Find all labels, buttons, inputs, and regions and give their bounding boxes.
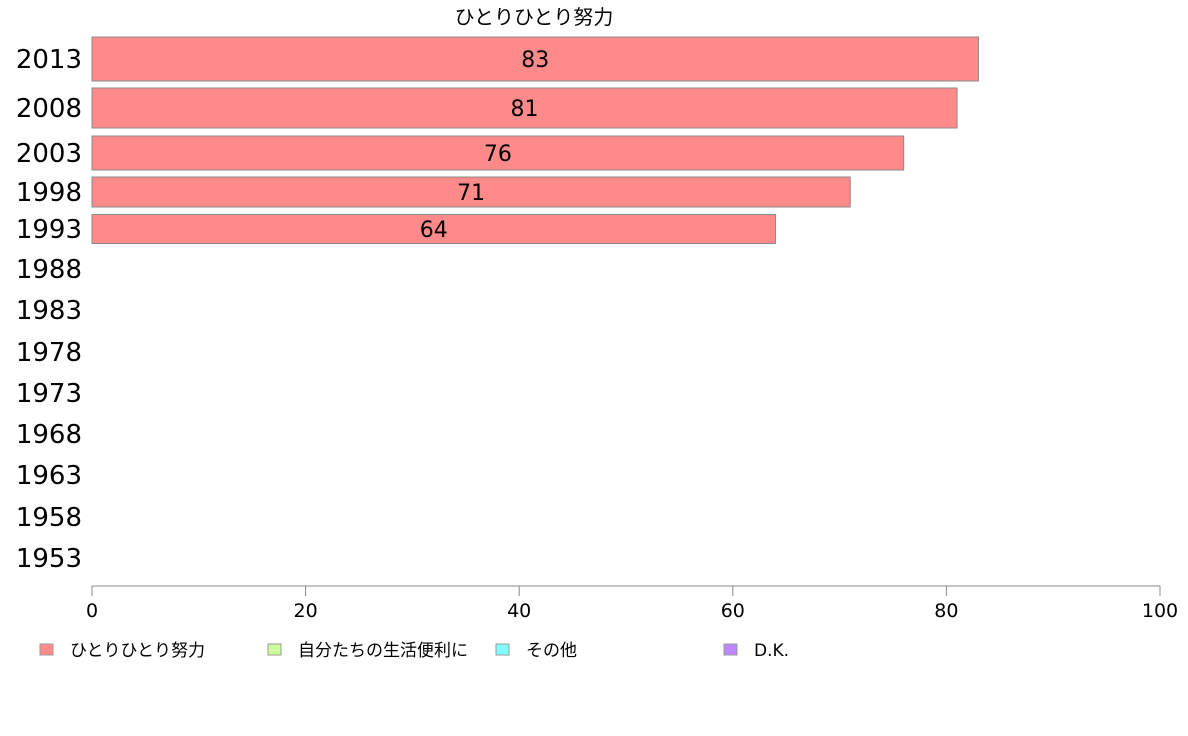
bar bbox=[91, 135, 905, 171]
bars bbox=[91, 36, 979, 244]
legend-swatch bbox=[495, 643, 510, 656]
x-tick-label: 60 bbox=[721, 600, 745, 622]
category-label: 2008 bbox=[16, 94, 82, 124]
category-label: 1963 bbox=[16, 461, 82, 491]
legend-label: その他 bbox=[526, 641, 577, 661]
data-label: 64 bbox=[420, 218, 448, 243]
category-label: 1968 bbox=[16, 420, 82, 450]
data-label: 83 bbox=[521, 48, 549, 73]
data-label: 81 bbox=[511, 97, 539, 122]
x-axis: 0 20 40 60 80 100 bbox=[86, 585, 1178, 622]
x-tick-label: 20 bbox=[294, 600, 318, 622]
bar bbox=[91, 87, 958, 129]
category-label: 2003 bbox=[16, 139, 82, 169]
legend-label: 自分たちの生活便利に bbox=[298, 641, 468, 661]
category-label: 1978 bbox=[16, 338, 82, 368]
category-label: 1998 bbox=[16, 178, 82, 208]
data-label: 76 bbox=[484, 142, 512, 167]
category-label: 1973 bbox=[16, 379, 82, 409]
legend-label: ひとりひとり努力 bbox=[70, 641, 205, 661]
legend-label: D.K. bbox=[754, 641, 789, 661]
category-label: 1953 bbox=[16, 544, 82, 574]
category-labels: 2013 2008 2003 1998 1993 1988 1983 1978 1973 1968… bbox=[16, 45, 82, 574]
x-tick-label: 100 bbox=[1142, 600, 1178, 622]
legend: ひとりひとり努力 自分たちの生活便利に その他 D.K. bbox=[39, 641, 789, 661]
bar bbox=[91, 214, 777, 244]
x-tick-label: 0 bbox=[86, 600, 98, 622]
category-label: 1958 bbox=[16, 503, 82, 533]
x-tick-label: 40 bbox=[507, 600, 531, 622]
legend-swatch bbox=[39, 643, 54, 656]
category-label: 1993 bbox=[16, 215, 82, 245]
x-tick-label: 80 bbox=[934, 600, 958, 622]
data-label: 71 bbox=[457, 181, 485, 206]
category-label: 2013 bbox=[16, 45, 82, 75]
legend-swatch bbox=[267, 643, 282, 656]
category-label: 1983 bbox=[16, 296, 82, 326]
chart-title: ひとりひとり努力 bbox=[455, 5, 614, 29]
value-labels: 83 81 76 71 64 bbox=[420, 48, 549, 243]
bar bbox=[91, 36, 979, 82]
legend-swatch bbox=[723, 643, 738, 656]
bar bbox=[91, 176, 851, 208]
category-label: 1988 bbox=[16, 255, 82, 285]
